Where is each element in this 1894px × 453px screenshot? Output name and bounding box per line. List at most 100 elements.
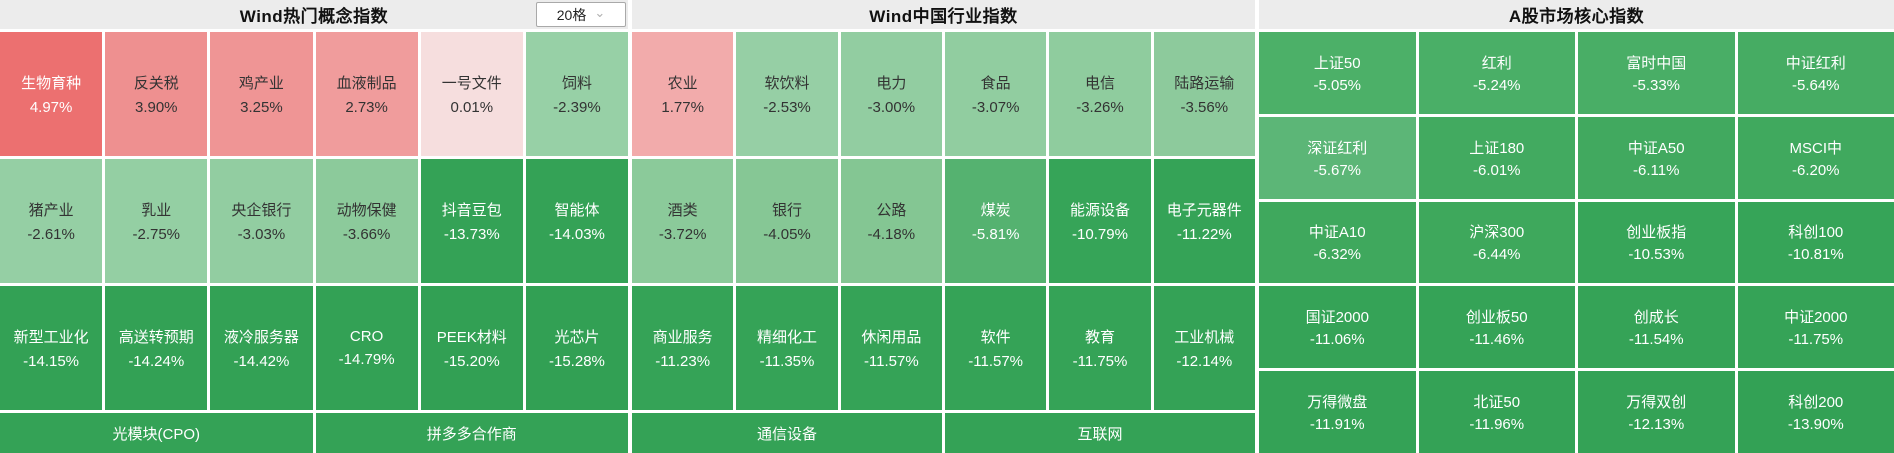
index-tile[interactable]: 上证50 -5.05% [1259,32,1416,114]
index-tile[interactable]: 陆路运输 -3.56% [1153,32,1255,156]
tile-pct: -3.26% [1076,99,1124,116]
index-tile[interactable]: 公路 -4.18% [840,159,942,283]
tile-name: 煤炭 [980,202,1011,219]
index-tile[interactable]: 商业服务 -11.23% [632,286,734,410]
index-tile[interactable]: 抖音豆包 -13.73% [420,159,523,283]
tile-name: 公路 [876,202,907,219]
index-tile[interactable]: 创业板指 -10.53% [1578,201,1735,284]
index-tile[interactable]: 食品 -3.07% [944,32,1047,156]
tile-pct: -11.54% [1628,331,1684,349]
index-tile[interactable]: 软饮料 -2.53% [736,32,838,156]
titlebar: Wind热门概念指数 20格 ⌄ [0,0,628,29]
tile-row: 商业服务 -11.23% 精细化工 -11.35% 休闲用品 -11.57% 软件 -11.5… [632,286,1255,410]
index-tile[interactable]: 一号文件 0.01% [420,32,523,156]
tile-name: 鸡产业 [238,75,284,92]
index-tile[interactable]: 反关税 3.90% [105,32,208,156]
tile-name: 电力 [876,75,907,92]
index-tile[interactable]: 北证50 -11.96% [1418,371,1575,453]
group-tile[interactable]: 拼多多合作商 [315,413,628,453]
index-tile[interactable]: 煤炭 -5.81% [944,159,1047,283]
index-tile[interactable]: 深证红利 -5.67% [1259,116,1416,199]
index-tile[interactable]: 上证180 -6.01% [1418,116,1575,199]
tile-pct: -5.67% [1313,161,1362,179]
index-tile[interactable]: 鸡产业 3.25% [210,32,313,156]
tile-pct: -10.81% [1787,246,1844,264]
tile-name: 万得双创 [1626,394,1687,412]
tile-pct: -11.35% [759,353,815,370]
index-tile[interactable]: 电信 -3.26% [1049,32,1151,156]
index-tile[interactable]: 猪产业 -2.61% [0,159,103,283]
index-tile[interactable]: 万得微盘 -11.91% [1259,371,1416,453]
tile-pct: -4.05% [763,226,811,243]
tile-name: 创成长 [1633,309,1679,327]
index-tile[interactable]: 酒类 -3.72% [632,159,734,283]
index-tile[interactable]: 科创200 -13.90% [1737,371,1894,453]
index-tile[interactable]: 教育 -11.75% [1049,286,1151,410]
index-tile[interactable]: 生物育种 4.97% [0,32,103,156]
index-tile[interactable]: 中证A50 -6.11% [1578,116,1735,199]
group-tile[interactable]: 光模块(CPO) [0,413,313,453]
tile-name: 中证A10 [1308,224,1366,242]
index-tile[interactable]: 休闲用品 -11.57% [840,286,942,410]
index-tile[interactable]: 工业机械 -12.14% [1153,286,1255,410]
index-tile[interactable]: 创业板50 -11.46% [1418,286,1575,369]
group-label: 互联网 [1077,425,1123,443]
index-tile[interactable]: 中证2000 -11.75% [1737,286,1894,369]
index-tile[interactable]: 精细化工 -11.35% [736,286,838,410]
index-tile[interactable]: 智能体 -14.03% [525,159,629,283]
group-row: 通信设备 互联网 [632,413,1255,453]
index-tile[interactable]: 富时中国 -5.33% [1578,32,1735,114]
index-tile[interactable]: 软件 -11.57% [944,286,1047,410]
index-tile[interactable]: 乳业 -2.75% [105,159,208,283]
tile-pct: -3.72% [658,226,707,243]
tile-pct: 1.77% [661,99,704,116]
index-tile[interactable]: 中证红利 -5.64% [1737,32,1894,114]
index-tile[interactable]: 科创100 -10.81% [1737,201,1894,284]
index-tile[interactable]: 光芯片 -15.28% [525,286,629,410]
tile-name: 能源设备 [1069,202,1130,219]
tile-pct: -3.07% [971,99,1020,116]
index-tile[interactable]: 国证2000 -11.06% [1259,286,1416,369]
index-tile[interactable]: CRO -14.79% [315,286,418,410]
tile-name: 教育 [1084,329,1115,346]
index-tile[interactable]: PEEK材料 -15.20% [420,286,523,410]
tile-pct: -14.15% [23,353,80,370]
index-tile[interactable]: 农业 1.77% [632,32,734,156]
index-tile[interactable]: 中证A10 -6.32% [1259,201,1416,284]
index-tile[interactable]: 液冷服务器 -14.42% [210,286,313,410]
tile-name: 液冷服务器 [223,329,299,346]
index-tile[interactable]: 新型工业化 -14.15% [0,286,103,410]
tile-name: 上证180 [1469,139,1525,157]
tile-pct: 3.90% [134,99,178,116]
tile-pct: -11.23% [655,353,711,370]
index-tile[interactable]: 万得双创 -12.13% [1578,371,1735,453]
index-tile[interactable]: 高送转预期 -14.24% [105,286,208,410]
index-tile[interactable]: 动物保健 -3.66% [315,159,418,283]
index-tile[interactable]: 饲料 -2.39% [525,32,629,156]
index-tile[interactable]: 央企银行 -3.03% [210,159,313,283]
tile-name: 深证红利 [1307,139,1368,157]
group-tile[interactable]: 通信设备 [632,413,942,453]
tile-name: 动物保健 [336,202,397,219]
index-tile[interactable]: MSCI中 -6.20% [1737,116,1894,199]
index-tile[interactable]: 创成长 -11.54% [1578,286,1735,369]
grid-size-dropdown[interactable]: 20格 ⌄ [536,2,626,27]
tile-pct: -5.05% [1313,76,1362,94]
index-tile[interactable]: 沪深300 -6.44% [1418,201,1575,284]
index-tile[interactable]: 电子元器件 -11.22% [1153,159,1255,283]
index-tile[interactable]: 能源设备 -10.79% [1049,159,1151,283]
tile-name: 休闲用品 [861,329,922,346]
tile-pct: -11.75% [1072,353,1128,370]
tile-name: 富时中国 [1626,54,1687,72]
index-tile[interactable]: 红利 -5.24% [1418,32,1575,114]
index-tile[interactable]: 银行 -4.05% [736,159,838,283]
group-tile[interactable]: 互联网 [945,413,1255,453]
tile-row: 农业 1.77% 软饮料 -2.53% 电力 -3.00% 食品 -3.07% 电信 -3.26%… [632,32,1255,156]
tile-pct: -15.20% [443,353,500,370]
index-tile[interactable]: 电力 -3.00% [840,32,942,156]
index-tile[interactable]: 血液制品 2.73% [315,32,418,156]
tile-name: 科创200 [1788,394,1844,412]
tile-pct: -11.75% [1788,331,1844,349]
tile-grid: 生物育种 4.97% 反关税 3.90% 鸡产业 3.25% 血液制品 2.73% 一号文件 0.… [0,32,629,410]
